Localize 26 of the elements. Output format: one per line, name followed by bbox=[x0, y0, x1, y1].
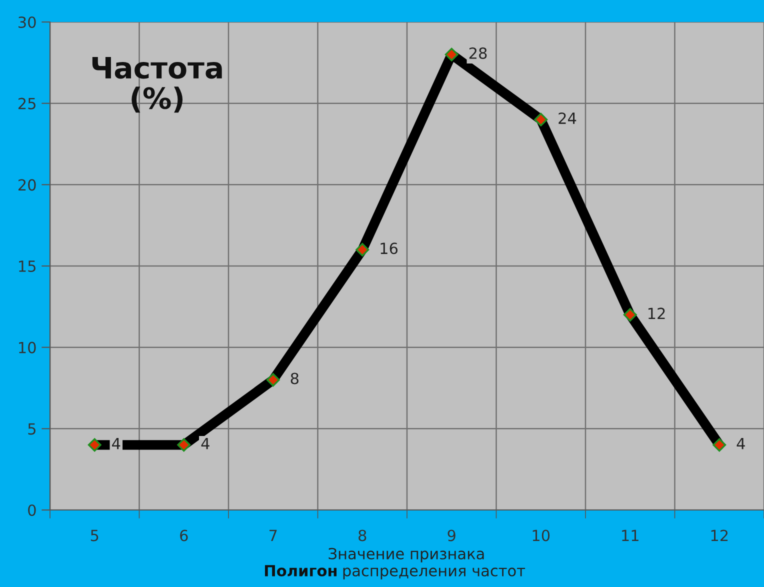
data-label: 24 bbox=[558, 112, 576, 124]
x-tick-label: 6 bbox=[180, 530, 188, 542]
x-tick-label: 9 bbox=[448, 530, 456, 542]
data-label: 28 bbox=[469, 47, 487, 59]
data-label: 12 bbox=[648, 308, 665, 320]
data-label: 4 bbox=[112, 438, 120, 450]
data-label: 4 bbox=[201, 438, 210, 450]
y-tick-label: 15 bbox=[19, 260, 36, 272]
x-tick-label: 8 bbox=[358, 530, 366, 542]
x-tick-label: 5 bbox=[90, 530, 98, 542]
x-axis-title: Значение признака bbox=[328, 548, 484, 562]
y-tick-label: 0 bbox=[28, 504, 36, 516]
x-tick-label: 12 bbox=[711, 530, 728, 542]
x-tick-label: 7 bbox=[270, 530, 277, 542]
data-label: 16 bbox=[380, 242, 398, 254]
y-tick-label: 5 bbox=[28, 423, 36, 435]
y-tick-label: 30 bbox=[18, 16, 36, 28]
x-tick-label: 10 bbox=[532, 530, 550, 542]
data-label: 4 bbox=[736, 438, 745, 450]
y-tick-label: 25 bbox=[18, 98, 36, 110]
text: Полигон распределения частот bbox=[264, 565, 526, 580]
y-tick-label: 10 bbox=[19, 342, 36, 354]
y-tick-label: 20 bbox=[18, 179, 36, 191]
y-axis-title: Частота (%) bbox=[92, 57, 222, 113]
x-tick-label: 11 bbox=[622, 530, 638, 542]
data-label: 8 bbox=[290, 372, 298, 384]
